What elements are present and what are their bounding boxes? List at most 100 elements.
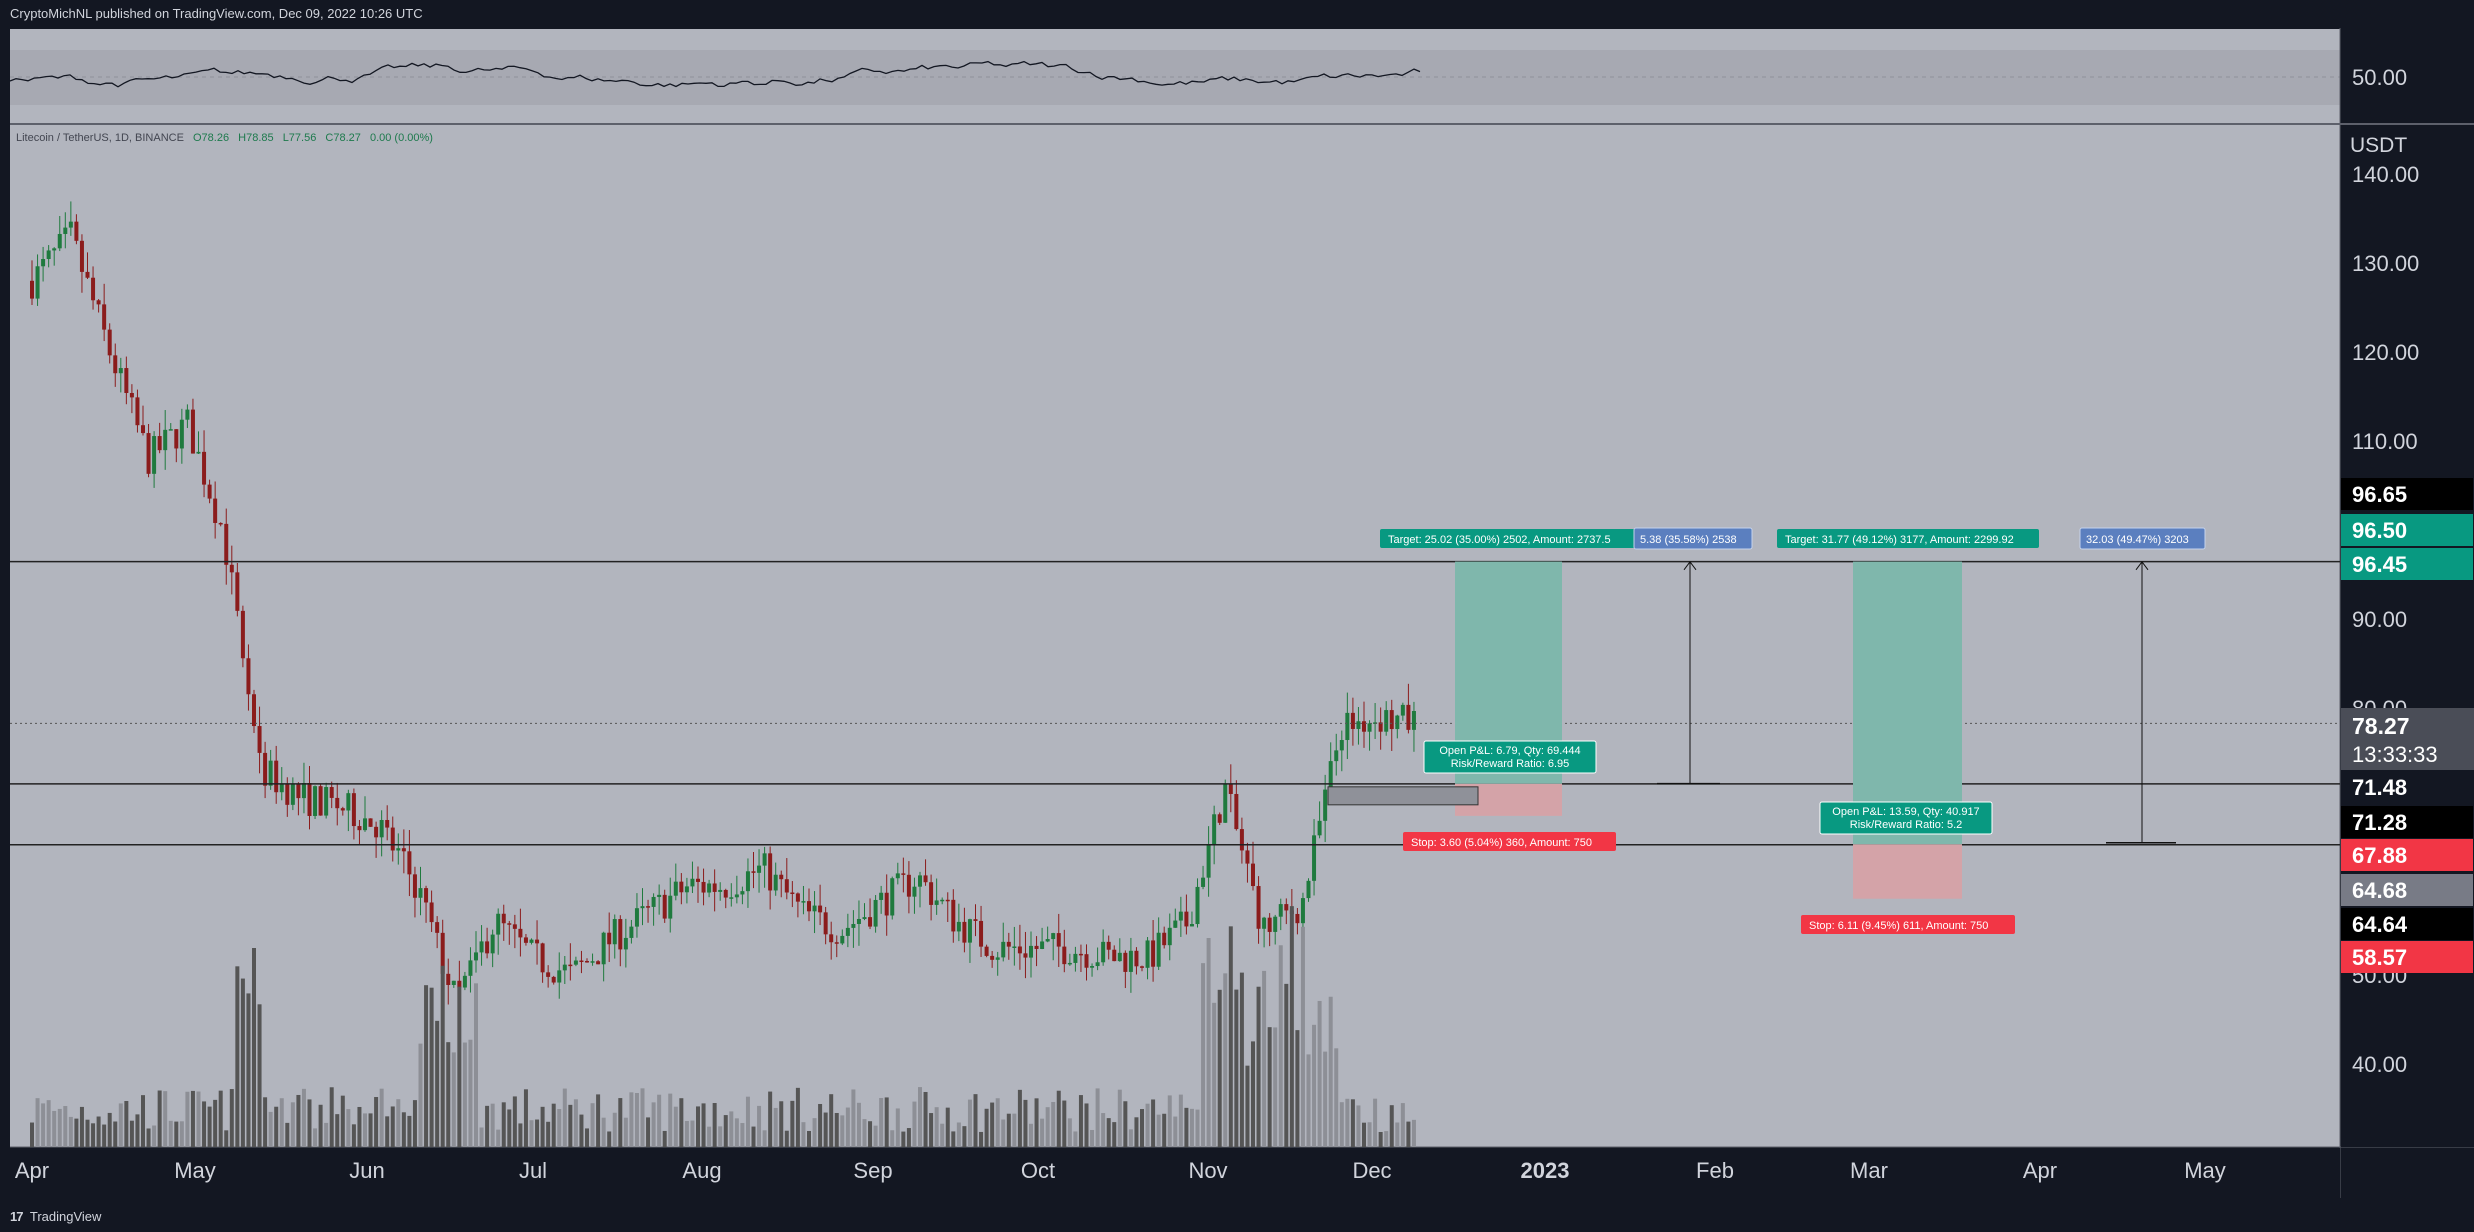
candle-body bbox=[57, 233, 62, 249]
candle-body bbox=[396, 848, 401, 851]
candle-body bbox=[818, 905, 823, 913]
stop-label-bg bbox=[1801, 915, 2015, 934]
volume-bar bbox=[107, 1112, 112, 1147]
target-label: Target: 25.02 (35.00%) 2502, Amount: 273… bbox=[1388, 534, 1611, 546]
volume-bar bbox=[984, 1108, 989, 1147]
rsi-level-label: 50.00 bbox=[2352, 65, 2407, 90]
volume-bar bbox=[1312, 1024, 1317, 1147]
candle-body bbox=[790, 892, 795, 894]
candle-body bbox=[1140, 966, 1144, 968]
volume-bar bbox=[962, 1126, 967, 1147]
candle-body bbox=[673, 881, 678, 896]
candle-body bbox=[596, 961, 601, 965]
price-badge-bg bbox=[2341, 771, 2473, 803]
volume-bar bbox=[1234, 989, 1239, 1147]
candle-body bbox=[1017, 946, 1022, 954]
candle-body bbox=[401, 848, 406, 852]
volume-bar bbox=[923, 1091, 928, 1147]
candle-body bbox=[1395, 715, 1400, 730]
candle-body bbox=[113, 355, 118, 374]
volume-bar bbox=[290, 1102, 295, 1147]
candle-body bbox=[1206, 844, 1211, 878]
price-badge-bg bbox=[2341, 478, 2473, 510]
candle-body bbox=[107, 329, 112, 356]
candle-body bbox=[1339, 740, 1344, 751]
candle-body bbox=[740, 891, 745, 895]
volume-bar bbox=[1056, 1090, 1061, 1147]
tradingview-logo[interactable]: 17 TradingView bbox=[10, 1209, 101, 1224]
volume-bar bbox=[385, 1116, 390, 1147]
entry-zone bbox=[1327, 786, 1479, 806]
price-badge: 71.48 bbox=[2352, 775, 2407, 800]
candle-body bbox=[1306, 880, 1311, 899]
legend-change: 0.00 (0.00%) bbox=[369, 132, 433, 144]
volume-bar bbox=[868, 1121, 873, 1147]
volume-bar bbox=[1262, 970, 1267, 1147]
time-tick: Apr bbox=[2023, 1158, 2057, 1183]
price-tick: 120.00 bbox=[2352, 340, 2419, 365]
candle-body bbox=[679, 881, 684, 893]
candle-body bbox=[784, 879, 789, 893]
volume-bar bbox=[1106, 1118, 1111, 1147]
volume-bar bbox=[734, 1118, 739, 1147]
volume-bar bbox=[1334, 1048, 1339, 1147]
candle-body bbox=[474, 952, 478, 961]
candle-body bbox=[912, 886, 917, 897]
volume-bar bbox=[640, 1088, 645, 1147]
volume-bar bbox=[1206, 938, 1211, 1147]
candle-body bbox=[218, 522, 223, 525]
candle-body bbox=[729, 897, 734, 899]
volume-bar bbox=[479, 1127, 484, 1147]
pnl-label-bg bbox=[1423, 740, 1597, 774]
candle-body bbox=[1029, 945, 1033, 958]
candle-body bbox=[1034, 945, 1039, 949]
candle-body bbox=[313, 786, 318, 816]
volume-bar bbox=[235, 966, 240, 1147]
volume-bar bbox=[634, 1092, 639, 1147]
candle-body bbox=[1145, 940, 1150, 968]
candle-body bbox=[1245, 850, 1250, 864]
candle-body bbox=[873, 899, 878, 927]
volume-bar bbox=[257, 1004, 262, 1147]
volume-bar bbox=[707, 1126, 712, 1147]
candle-body bbox=[684, 886, 689, 893]
rsi-line bbox=[9, 60, 1421, 88]
candle-body bbox=[1312, 835, 1317, 881]
price-badge-bg bbox=[2341, 548, 2473, 580]
candle-body bbox=[179, 419, 184, 449]
candle-body bbox=[823, 912, 828, 935]
candle-body bbox=[801, 901, 806, 903]
volume-bar bbox=[124, 1100, 129, 1147]
candle-body bbox=[840, 935, 845, 944]
volume-bar bbox=[1217, 989, 1222, 1147]
candle-body bbox=[529, 939, 534, 943]
volume-bar bbox=[163, 1091, 168, 1147]
candle-body bbox=[1228, 784, 1233, 794]
candle-body bbox=[496, 913, 501, 935]
volume-bar bbox=[357, 1106, 362, 1147]
volume-bar bbox=[240, 978, 245, 1147]
candle-body bbox=[834, 942, 839, 944]
candle-body bbox=[1101, 941, 1106, 963]
volume-bar bbox=[468, 1039, 473, 1147]
chart[interactable]: 50.00 Target: 25.02 (35.00%) 2502, Amount… bbox=[0, 0, 2474, 1198]
volume-bar bbox=[1134, 1117, 1139, 1147]
price-badge: 58.57 bbox=[2352, 945, 2407, 970]
volume-bar bbox=[46, 1100, 51, 1147]
volume-bar bbox=[1112, 1122, 1117, 1147]
volume-bar bbox=[1023, 1099, 1028, 1147]
price-badge-bg bbox=[2341, 941, 2473, 973]
candle-body bbox=[618, 919, 623, 950]
candle-body bbox=[157, 436, 162, 451]
candle-body bbox=[701, 881, 706, 893]
time-tick: Aug bbox=[682, 1158, 721, 1183]
price-badge: 71.28 bbox=[2352, 810, 2407, 835]
candle-body bbox=[307, 783, 312, 816]
candle-body bbox=[457, 980, 462, 988]
volume-bar bbox=[1289, 906, 1294, 1147]
currency-label: USDT bbox=[2350, 134, 2407, 157]
candle-body bbox=[229, 564, 234, 573]
volume-bar bbox=[213, 1099, 218, 1147]
price-axis-bg bbox=[2341, 125, 2474, 1147]
time-tick: Jul bbox=[519, 1158, 547, 1183]
